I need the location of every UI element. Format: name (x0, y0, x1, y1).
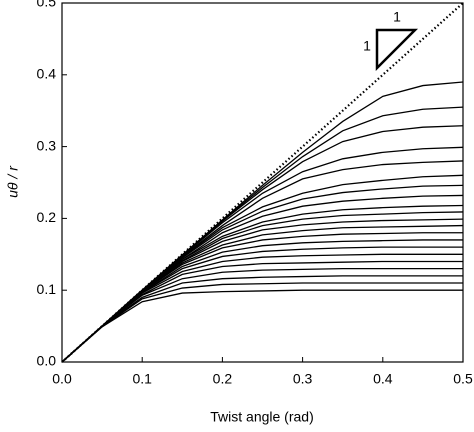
data-line (61, 275, 463, 363)
slope-triangle (375, 28, 419, 72)
data-line (61, 184, 464, 363)
y-tick-label: 0.3 (37, 137, 57, 153)
x-tick-label: 0.5 (453, 371, 473, 387)
x-tick-label: 0.1 (132, 371, 152, 387)
x-tick-label: 0.4 (373, 371, 393, 387)
slope-label: 1 (393, 9, 401, 25)
y-tick-label: 0.2 (37, 209, 57, 225)
data-line (61, 125, 464, 363)
y-tick-label: 0.4 (37, 66, 57, 82)
reference-line (61, 2, 464, 363)
data-line (61, 246, 463, 363)
x-tick-label: 0.2 (213, 371, 233, 387)
x-axis-label: Twist angle (rad) (210, 409, 313, 425)
data-line (61, 282, 463, 363)
data-line (61, 232, 463, 363)
y-tick-label: 0.5 (37, 0, 57, 10)
y-tick-label: 0.0 (37, 353, 57, 369)
data-line (61, 289, 463, 363)
data-line (61, 239, 463, 363)
x-tick-label: 0.3 (293, 371, 313, 387)
y-axis-label: uθ / r (5, 165, 21, 198)
plot-frame (61, 2, 464, 363)
x-tick-label: 0.0 (52, 371, 72, 387)
data-line (61, 81, 464, 363)
data-line (61, 260, 463, 363)
y-tick-label: 0.1 (37, 281, 57, 297)
slope-label: 1 (363, 38, 371, 54)
